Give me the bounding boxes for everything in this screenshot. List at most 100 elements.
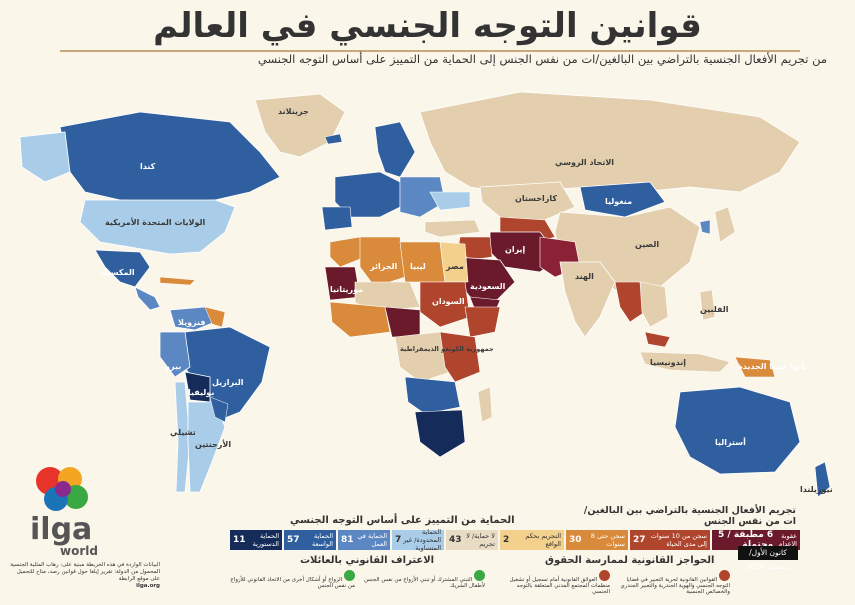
- region-russia: [419, 91, 801, 193]
- region-myanmar: [614, 281, 646, 323]
- region-horn: [464, 306, 501, 338]
- subtitle-text: من تجريم الأفعال الجنسية بالتراضي بين ال…: [257, 52, 827, 66]
- region-scandinavia: [374, 121, 416, 178]
- legend-label: سجن حتى 8 سنوات: [590, 532, 625, 548]
- footnote: البيانات الواردة في هذه الخريطة مبنية عل…: [10, 562, 160, 590]
- legend-label: لا حماية/ لا تجريم: [466, 532, 495, 548]
- legend-label: عقوبة الإعدام: [778, 532, 797, 548]
- region-paraguay: [209, 396, 229, 423]
- label-libya: ليبيا: [410, 262, 426, 271]
- legend-recognition-title: الاعتراف القانوني بالعائلات: [300, 555, 435, 566]
- label-india: الهند: [575, 272, 594, 281]
- legend-count: 57: [287, 535, 300, 545]
- region-indochina: [639, 281, 669, 328]
- label-algeria: الجزائر: [370, 262, 398, 271]
- region-morocco: [329, 236, 366, 268]
- region-alaska: [19, 131, 71, 183]
- label-chile: تشيلي: [170, 428, 196, 437]
- ilga-logo-icon: [36, 467, 88, 511]
- legend-text: التبني المشترك أو تبني الأزواج من نفس ال…: [364, 577, 485, 589]
- legend-recognition-item-1: الزواج أو أشكال أخرى من الاتحاد القانوني…: [230, 570, 355, 589]
- legend-crim-de-facto: التجريم بحكم الواقع 2: [500, 530, 564, 550]
- label-nz: نيوزيلندا: [800, 485, 833, 494]
- region-caribbean: [159, 276, 196, 286]
- legend-barriers-item-2: القوانين القانونية لحرية التعبير في قضاي…: [615, 570, 730, 595]
- legend-label: الحماية الدستورية: [252, 532, 279, 548]
- rings-icon: [344, 570, 355, 581]
- region-greenland: [254, 93, 346, 158]
- label-russia: الاتحاد الروسي: [555, 158, 615, 167]
- label-bolivia: بوليفيا: [188, 388, 215, 397]
- region-west-africa: [329, 301, 391, 338]
- legend-count: 27: [633, 535, 646, 545]
- label-greenland: جرينلاند: [278, 107, 309, 116]
- label-mexico: المكسيك: [100, 268, 135, 277]
- legend-label: التجريم بحكم الواقع: [525, 532, 561, 548]
- legend-no-protection: لا حماية/ لا تجريم 43: [446, 530, 498, 550]
- region-australia: [674, 386, 801, 475]
- world-map: [19, 91, 831, 498]
- label-venezuela: فنزويلا: [178, 318, 206, 327]
- legend-recognition-item-2: التبني المشترك أو تبني الأزواج من نفس ال…: [360, 570, 485, 589]
- legend-crim-death: عقوبة الإعدام 6 مطبقة / 5 محتملة: [712, 530, 800, 550]
- region-madagascar: [477, 386, 493, 423]
- label-mauritania: موريتانيا: [330, 285, 364, 294]
- label-canada: كندا: [140, 162, 156, 171]
- ilga-logo-sub: world: [60, 544, 98, 558]
- region-ukraine: [429, 191, 471, 211]
- region-central-africa: [394, 331, 451, 383]
- legend-text: العوائق القانونية أمام تسجيل أو تشغيل من…: [509, 577, 610, 595]
- label-philippines: الفلبين: [700, 305, 729, 314]
- label-drc: جمهورية الكونغو الديمقراطية: [400, 345, 494, 353]
- family-icon: [474, 570, 485, 581]
- legend-label: سجن من 10 سنوات إلى مدى الحياة: [650, 532, 707, 548]
- region-chile: [174, 381, 191, 493]
- date-badge: كانون الأول/ديسمبر 2020: [738, 546, 798, 571]
- label-mongolia: منغوليا: [605, 197, 633, 206]
- legend-barriers-title: الحواجز القانونية لممارسة الحقوق: [545, 555, 715, 566]
- region-nigeria: [384, 306, 421, 338]
- footnote-url[interactable]: ilga.org: [136, 583, 160, 589]
- region-western-europe: [334, 171, 401, 218]
- legend-label: الحماية الواسعة: [311, 532, 333, 548]
- label-indonesia: إندونيسيا: [650, 358, 687, 367]
- ilga-logo-text: ilga: [30, 512, 93, 547]
- region-iceland: [324, 133, 343, 145]
- legend-barriers-item-1: العوائق القانونية أمام تسجيل أو تشغيل من…: [500, 570, 610, 595]
- region-korea: [699, 219, 711, 235]
- label-kazakhstan: كازاخستان: [515, 194, 558, 203]
- legend-count: 7: [395, 535, 402, 545]
- region-malaysia: [644, 331, 671, 348]
- legend-crim-8yrs: سجن حتى 8 سنوات 30: [566, 530, 628, 550]
- legend-count: 30: [569, 535, 582, 545]
- legend-label: الحماية في العمل: [357, 532, 387, 548]
- label-china: الصين: [635, 240, 660, 249]
- region-turkey: [424, 219, 481, 238]
- region-indonesia: [639, 351, 731, 373]
- legend-text: القوانين القانونية لحرية التعبير في قضاي…: [620, 577, 730, 595]
- label-usa: الولايات المتحدة الأمريكية: [105, 218, 206, 227]
- page-title: قوانين التوجه الجنسي في العالم: [153, 6, 702, 46]
- region-png: [734, 356, 776, 378]
- region-nz: [814, 461, 831, 498]
- region-japan: [714, 206, 736, 243]
- title-divider: [60, 50, 800, 52]
- region-usa: [79, 199, 236, 255]
- legend-text: الزواج أو أشكال أخرى من الاتحاد القانوني…: [230, 577, 355, 589]
- legend-protection-constitutional: الحماية الدستورية 11: [230, 530, 282, 550]
- label-egypt: مصر: [446, 262, 464, 271]
- region-mongolia: [579, 181, 666, 218]
- region-canada: [59, 111, 281, 203]
- region-southern-africa: [414, 409, 466, 458]
- label-brazil: البرازيل: [212, 378, 244, 387]
- region-bolivia: [184, 371, 211, 403]
- label-argentina: الأرجنتين: [195, 440, 232, 449]
- legend-count: 6 مطبقة / 5 محتملة: [718, 530, 774, 550]
- region-egypt: [439, 241, 469, 283]
- page-subtitle: من تجريم الأفعال الجنسية بالتراضي بين ال…: [20, 52, 827, 67]
- region-peru: [159, 331, 191, 378]
- region-sudan: [419, 281, 471, 328]
- legend-protection-employment: الحماية في العمل 81: [338, 530, 390, 550]
- legend-crim-title: تجريم الأفعال الجنسية بالتراضي بين البال…: [583, 505, 796, 527]
- legend-label: الحماية المحدودة/ غير المتساوية: [403, 528, 441, 552]
